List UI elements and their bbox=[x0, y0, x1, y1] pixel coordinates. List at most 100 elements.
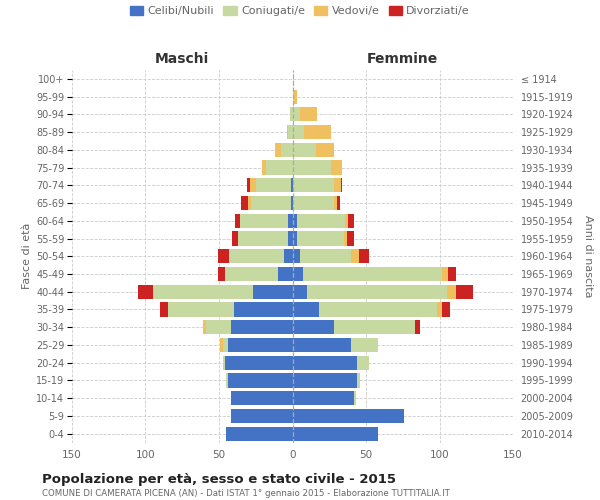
Bar bbox=[447, 284, 455, 299]
Bar bbox=[293, 90, 294, 104]
Bar bbox=[288, 232, 293, 245]
Bar bbox=[232, 232, 238, 245]
Bar bbox=[291, 196, 293, 210]
Bar bbox=[290, 108, 293, 122]
Bar bbox=[278, 267, 293, 281]
Bar bbox=[293, 196, 334, 210]
Text: Femmine: Femmine bbox=[367, 52, 439, 66]
Bar bbox=[291, 178, 293, 192]
Bar bbox=[293, 160, 331, 174]
Bar bbox=[319, 302, 437, 316]
Bar bbox=[275, 142, 281, 157]
Bar bbox=[293, 249, 300, 264]
Bar bbox=[293, 284, 307, 299]
Bar bbox=[349, 214, 354, 228]
Bar bbox=[347, 232, 354, 245]
Bar bbox=[415, 320, 421, 334]
Bar bbox=[239, 214, 288, 228]
Bar bbox=[437, 302, 442, 316]
Bar bbox=[455, 284, 473, 299]
Bar bbox=[253, 284, 293, 299]
Bar bbox=[247, 178, 250, 192]
Bar bbox=[228, 374, 293, 388]
Bar bbox=[304, 125, 331, 139]
Bar bbox=[346, 214, 349, 228]
Bar bbox=[354, 391, 356, 405]
Bar bbox=[218, 249, 229, 264]
Bar bbox=[223, 356, 225, 370]
Bar bbox=[341, 178, 343, 192]
Bar bbox=[231, 320, 293, 334]
Bar bbox=[284, 249, 293, 264]
Bar bbox=[448, 267, 455, 281]
Bar bbox=[293, 125, 304, 139]
Bar bbox=[293, 267, 303, 281]
Bar bbox=[344, 232, 347, 245]
Bar bbox=[241, 196, 248, 210]
Bar bbox=[262, 160, 266, 174]
Bar bbox=[352, 249, 359, 264]
Bar bbox=[307, 284, 447, 299]
Bar bbox=[223, 338, 228, 352]
Bar bbox=[293, 178, 334, 192]
Bar bbox=[229, 249, 284, 264]
Bar bbox=[442, 302, 450, 316]
Bar bbox=[153, 284, 253, 299]
Bar bbox=[300, 249, 352, 264]
Bar bbox=[231, 409, 293, 423]
Bar bbox=[359, 249, 369, 264]
Bar bbox=[226, 374, 228, 388]
Bar bbox=[300, 108, 317, 122]
Bar bbox=[334, 196, 337, 210]
Bar bbox=[206, 320, 231, 334]
Bar bbox=[442, 267, 448, 281]
Bar bbox=[293, 374, 357, 388]
Bar bbox=[334, 178, 341, 192]
Bar bbox=[293, 142, 316, 157]
Bar bbox=[293, 356, 357, 370]
Text: Maschi: Maschi bbox=[155, 52, 209, 66]
Bar bbox=[288, 125, 293, 139]
Bar bbox=[293, 320, 334, 334]
Bar bbox=[293, 426, 378, 440]
Bar bbox=[235, 214, 239, 228]
Bar bbox=[293, 302, 319, 316]
Bar bbox=[256, 178, 291, 192]
Bar bbox=[251, 196, 291, 210]
Bar bbox=[266, 160, 293, 174]
Bar bbox=[293, 391, 354, 405]
Bar bbox=[294, 90, 297, 104]
Bar bbox=[303, 267, 442, 281]
Bar bbox=[250, 178, 256, 192]
Bar bbox=[337, 196, 340, 210]
Bar bbox=[225, 267, 278, 281]
Bar bbox=[281, 142, 293, 157]
Bar bbox=[334, 320, 415, 334]
Bar bbox=[357, 374, 360, 388]
Bar bbox=[248, 196, 251, 210]
Bar bbox=[331, 160, 343, 174]
Bar bbox=[226, 426, 293, 440]
Bar bbox=[138, 284, 153, 299]
Bar bbox=[357, 356, 369, 370]
Bar bbox=[238, 232, 288, 245]
Bar bbox=[225, 356, 293, 370]
Bar bbox=[293, 108, 300, 122]
Bar bbox=[220, 338, 223, 352]
Bar bbox=[297, 232, 344, 245]
Bar bbox=[316, 142, 334, 157]
Text: Popolazione per età, sesso e stato civile - 2015: Popolazione per età, sesso e stato civil… bbox=[42, 472, 396, 486]
Bar bbox=[160, 302, 167, 316]
Y-axis label: Anni di nascita: Anni di nascita bbox=[583, 215, 593, 298]
Bar bbox=[234, 302, 293, 316]
Bar bbox=[203, 320, 206, 334]
Bar bbox=[352, 338, 378, 352]
Y-axis label: Fasce di età: Fasce di età bbox=[22, 223, 32, 290]
Bar bbox=[288, 214, 293, 228]
Bar bbox=[293, 232, 297, 245]
Bar bbox=[287, 125, 288, 139]
Bar bbox=[231, 391, 293, 405]
Legend: Celibi/Nubili, Coniugati/e, Vedovi/e, Divorziati/e: Celibi/Nubili, Coniugati/e, Vedovi/e, Di… bbox=[130, 6, 470, 16]
Bar bbox=[297, 214, 346, 228]
Bar bbox=[218, 267, 225, 281]
